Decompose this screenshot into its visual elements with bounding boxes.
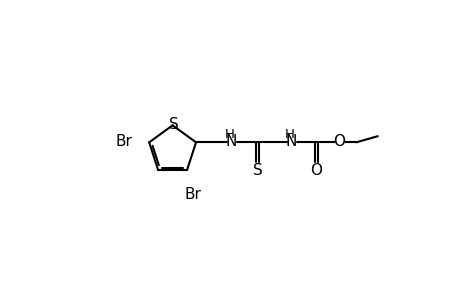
Text: N: N [225,134,237,149]
Text: H: H [285,128,294,141]
Text: Br: Br [115,134,132,149]
Text: S: S [168,117,178,132]
Text: S: S [252,163,262,178]
Text: H: H [224,128,235,141]
Text: O: O [332,134,345,149]
Text: O: O [309,163,321,178]
Text: N: N [285,134,297,149]
Text: Br: Br [185,187,201,202]
